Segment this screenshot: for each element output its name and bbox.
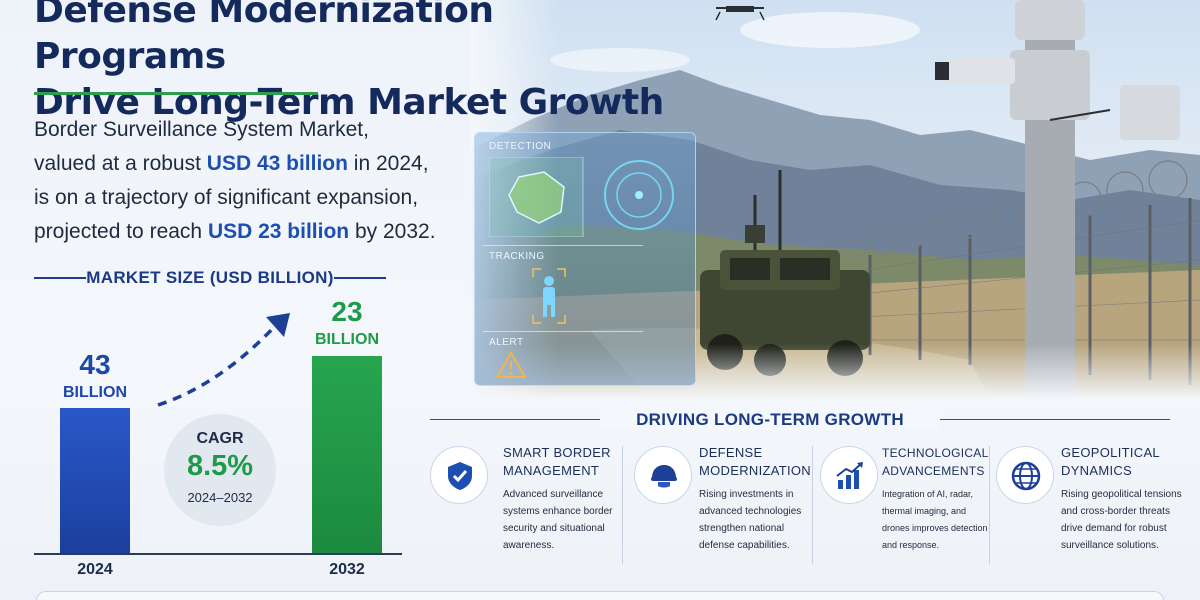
card-4-title-line-2: DYNAMICS xyxy=(1061,463,1133,478)
card-4-description: Rising geopolitical tensions and cross-b… xyxy=(1061,486,1182,554)
card-1-title-line-1: SMART BORDER xyxy=(503,445,611,460)
hud-tracking-label: TRACKING xyxy=(489,251,545,262)
x-label-2032: 2032 xyxy=(329,561,365,578)
bar-value-2032: 23 BILLION xyxy=(287,297,407,351)
growth-rule-right xyxy=(934,419,1170,420)
growth-rule-left xyxy=(430,419,606,420)
shield-check-icon xyxy=(430,446,488,504)
value-2024-highlight: USD 43 billion xyxy=(206,152,348,175)
globe-icon xyxy=(996,446,1054,504)
growth-section-title: DRIVING LONG-TERM GROWTH xyxy=(600,410,940,430)
title-line-2: Drive Long-Term Market Growth xyxy=(34,82,664,123)
cagr-label: CAGR xyxy=(196,430,244,447)
bar-value-2032-unit: BILLION xyxy=(315,331,379,348)
card-1-title: SMART BORDER MANAGEMENT xyxy=(503,444,611,480)
cagr-badge: CAGR 8.5% 2024–2032 xyxy=(164,414,276,526)
bar-value-2024-number: 43 xyxy=(79,349,111,380)
card-1-desc-line: systems enhance border xyxy=(503,506,613,517)
hud-detection-label: DETECTION xyxy=(489,141,552,152)
intro-line-2-post: in 2024, xyxy=(347,152,429,175)
card-3-desc-line: Integration of AI, radar, xyxy=(882,489,974,499)
intro-line-4-pre: projected to reach xyxy=(34,220,208,243)
card-3-desc-line: thermal imaging, and xyxy=(882,506,967,516)
card-divider xyxy=(812,446,813,564)
intro-line-4-post: by 2032. xyxy=(349,220,436,243)
card-3-desc-line: and response. xyxy=(882,540,940,550)
card-3-title-line-1: TECHNOLOGICAL xyxy=(882,446,989,460)
chart-title: MARKET SIZE (USD BILLION) xyxy=(86,268,334,287)
chart-title-rule-right xyxy=(334,277,386,279)
card-2-description: Rising investments in advanced technolog… xyxy=(699,486,801,554)
growth-chart-icon xyxy=(820,446,878,504)
card-3-description: Integration of AI, radar, thermal imagin… xyxy=(882,486,988,554)
card-2-desc-line: strengthen national xyxy=(699,523,785,534)
intro-line-2: valued at a robust USD 43 billion in 202… xyxy=(34,147,454,181)
card-3-title: TECHNOLOGICAL ADVANCEMENTS xyxy=(882,444,989,480)
title-line-1: Defense Modernization Programs xyxy=(34,0,494,77)
cagr-period: 2024–2032 xyxy=(187,490,253,505)
bar-value-2024: 43 BILLION xyxy=(35,350,155,404)
card-4-desc-line: Rising geopolitical tensions xyxy=(1061,489,1182,500)
card-3-desc-line: drones improves detection xyxy=(882,523,988,533)
detection-map-icon xyxy=(489,157,674,237)
card-1-description: Advanced surveillance systems enhance bo… xyxy=(503,486,613,554)
card-1-desc-line: awareness. xyxy=(503,540,555,551)
card-2-desc-line: Rising investments in xyxy=(699,489,794,500)
bar-2024 xyxy=(60,408,130,553)
hud-alert-label: ALERT xyxy=(489,337,524,348)
alert-warning-icon xyxy=(495,351,527,378)
person-tracking-icon xyxy=(532,268,566,324)
intro-line-3: is on a trajectory of significant expans… xyxy=(34,186,419,209)
card-4-desc-line: drive demand for robust xyxy=(1061,523,1167,534)
x-label-2024: 2024 xyxy=(77,561,113,578)
card-divider xyxy=(989,446,990,564)
growth-card-smart-border: SMART BORDER MANAGEMENT Advanced surveil… xyxy=(430,442,620,562)
card-1-title-line-2: MANAGEMENT xyxy=(503,463,600,478)
card-2-title: DEFENSE MODERNIZATION xyxy=(699,444,811,480)
card-4-desc-line: and cross-border threats xyxy=(1061,506,1170,517)
card-2-title-line-2: MODERNIZATION xyxy=(699,463,811,478)
card-4-title: GEOPOLITICAL DYNAMICS xyxy=(1061,444,1160,480)
bar-2032 xyxy=(312,356,382,553)
value-2032-highlight: USD 23 billion xyxy=(207,220,350,243)
card-1-desc-line: security and situational xyxy=(503,523,605,534)
card-4-desc-line: surveillance solutions. xyxy=(1061,540,1159,551)
bottom-panel xyxy=(36,591,1164,600)
page-title: Defense Modernization Programs Drive Lon… xyxy=(34,0,674,126)
intro-line-2-pre: valued at a robust xyxy=(34,152,207,175)
card-3-title-line-2: ADVANCEMENTS xyxy=(882,464,985,478)
surveillance-hud-panel: DETECTION TRACKING ALERT xyxy=(474,132,696,386)
card-2-desc-line: advanced technologies xyxy=(699,506,802,517)
intro-line-4: projected to reach USD 23 billion by 203… xyxy=(34,215,454,249)
growth-card-technological-advancements: TECHNOLOGICAL ADVANCEMENTS Integration o… xyxy=(820,442,992,562)
bar-value-2032-number: 23 xyxy=(331,296,363,327)
card-divider xyxy=(622,446,623,564)
intro-paragraph: Border Surveillance System Market, value… xyxy=(34,113,454,249)
chart-header: MARKET SIZE (USD BILLION) xyxy=(34,264,386,290)
bar-value-2024-unit: BILLION xyxy=(63,384,127,401)
title-underline xyxy=(34,92,318,95)
intro-line-1: Border Surveillance System Market, xyxy=(34,118,369,141)
soldier-helmet-icon xyxy=(634,446,692,504)
chart-baseline xyxy=(34,553,402,555)
card-2-desc-line: defense capabilities. xyxy=(699,540,790,551)
card-4-title-line-1: GEOPOLITICAL xyxy=(1061,445,1160,460)
trend-arrow-icon xyxy=(157,313,290,407)
growth-card-geopolitical-dynamics: GEOPOLITICAL DYNAMICS Rising geopolitica… xyxy=(996,442,1186,562)
card-2-title-line-1: DEFENSE xyxy=(699,445,763,460)
chart-title-rule-left xyxy=(34,277,86,279)
growth-card-defense-modernization: DEFENSE MODERNIZATION Rising investments… xyxy=(634,442,814,562)
cagr-value: 8.5% xyxy=(186,450,254,482)
card-1-desc-line: Advanced surveillance xyxy=(503,489,604,500)
